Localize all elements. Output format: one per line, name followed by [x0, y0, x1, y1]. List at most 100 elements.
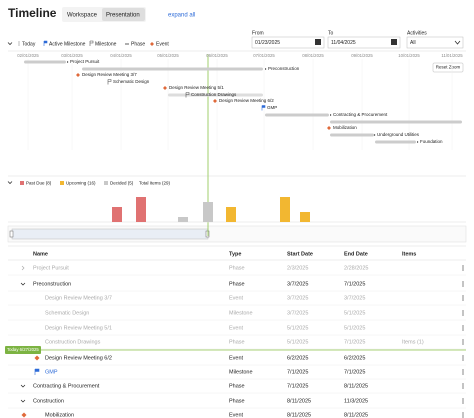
- row-menu-dot[interactable]: [462, 359, 464, 361]
- histogram-bar: [300, 212, 310, 222]
- event-marker: [34, 355, 40, 361]
- row-menu-dot[interactable]: [462, 412, 464, 414]
- row-menu-dot[interactable]: [462, 310, 464, 312]
- row-toggle[interactable]: [20, 282, 26, 286]
- row-menu-dot[interactable]: [462, 400, 464, 402]
- histogram-bar: [178, 217, 188, 222]
- legend-item: Event: [156, 41, 169, 47]
- row-menu-dot[interactable]: [462, 416, 464, 418]
- reset-zoom-button[interactable]: Reset Zoom: [436, 65, 461, 70]
- column-header: Type: [229, 251, 241, 257]
- legend-item: Active Milestone: [49, 41, 86, 47]
- row-menu-dot[interactable]: [462, 343, 464, 345]
- date-tick-label: 07/01/2025: [253, 53, 275, 58]
- phase-bar: [82, 67, 263, 71]
- event-marker: [213, 99, 217, 103]
- legend-swatch: [20, 181, 24, 185]
- row-menu-dot[interactable]: [462, 295, 464, 297]
- filter-label: To: [328, 30, 334, 36]
- row-menu-dot[interactable]: [462, 341, 464, 343]
- row-menu-dot[interactable]: [462, 371, 464, 373]
- row-cell: Event: [229, 325, 244, 331]
- gantt-label: Design Review Meeting 6/2: [219, 98, 274, 103]
- row-menu-dot[interactable]: [462, 297, 464, 299]
- row-name: Contracting & Procurement: [33, 383, 100, 389]
- date-input[interactable]: 01/23/2025: [255, 40, 280, 46]
- phase-bar: [265, 113, 329, 117]
- row-cell: 5/1/2025: [287, 325, 308, 331]
- event-marker: [76, 73, 80, 77]
- row-name: Design Review Meeting 5/1: [45, 325, 112, 331]
- row-menu-dot[interactable]: [462, 269, 464, 271]
- histogram-bar: [136, 197, 146, 222]
- row-cell: Event: [229, 412, 244, 418]
- row-menu-dot[interactable]: [462, 369, 464, 371]
- row-menu-dot[interactable]: [462, 327, 464, 329]
- select[interactable]: All: [410, 40, 416, 46]
- event-marker: [21, 412, 27, 418]
- legend-item: Phase: [131, 41, 145, 47]
- date-tick-label: 09/01/2025: [351, 53, 373, 58]
- row-menu-dot[interactable]: [462, 329, 464, 331]
- row-cell: Phase: [229, 383, 245, 389]
- row-menu-dot[interactable]: [462, 402, 464, 404]
- date-tick-label: 11/01/2025: [441, 53, 463, 58]
- row-cell: Event: [229, 295, 244, 301]
- row-cell: 6/2/2025: [344, 355, 365, 361]
- row-cell: 7/1/2025: [344, 339, 365, 345]
- row-cell: Phase: [229, 265, 245, 271]
- row-cell: 11/3/2025: [344, 398, 368, 404]
- row-menu-dot[interactable]: [462, 357, 464, 359]
- legend-swatch: [104, 181, 108, 185]
- row-menu-dot[interactable]: [462, 385, 464, 387]
- row-cell: Milestone: [229, 369, 253, 375]
- row-cell: Items (1): [402, 339, 424, 345]
- row-menu-dot[interactable]: [462, 325, 464, 327]
- expand-link[interactable]: expand all: [168, 13, 195, 19]
- row-menu-dot[interactable]: [462, 267, 464, 269]
- phase-bar: [330, 120, 462, 124]
- row-menu-dot[interactable]: [462, 339, 464, 341]
- row-menu-dot[interactable]: [462, 283, 464, 285]
- row-cell: Event: [229, 355, 244, 361]
- row-cell: 5/1/2025: [287, 339, 308, 345]
- gantt-label: Design Review Meeting 3/7: [82, 72, 137, 77]
- phase-bar: [24, 60, 66, 64]
- histogram-legend-item: Past Due (8): [26, 181, 52, 186]
- row-menu-dot[interactable]: [462, 314, 464, 316]
- date-tick-label: 06/01/2025: [206, 53, 228, 58]
- row-menu-dot[interactable]: [462, 373, 464, 375]
- row-cell: 8/11/2025: [287, 412, 311, 418]
- row-name: Schematic Design: [45, 310, 89, 316]
- row-menu-dot[interactable]: [462, 312, 464, 314]
- row-name: Mobilization: [45, 412, 74, 418]
- tab[interactable]: Presentation: [106, 13, 140, 19]
- row-menu-dot[interactable]: [462, 387, 464, 389]
- event-marker: [163, 86, 167, 90]
- histogram-bar: [280, 197, 290, 222]
- row-menu-dot[interactable]: [462, 285, 464, 287]
- row-toggle[interactable]: [20, 399, 26, 403]
- row-menu-dot[interactable]: [462, 398, 464, 400]
- tab[interactable]: Workspace: [67, 13, 98, 19]
- row-menu-dot[interactable]: [462, 383, 464, 385]
- row-cell: 3/7/2025: [287, 295, 308, 301]
- row-menu-dot[interactable]: [462, 281, 464, 283]
- legend-item: Today: [22, 41, 36, 47]
- milestone-flag: [107, 79, 112, 85]
- row-menu-dot[interactable]: [462, 265, 464, 267]
- row-toggle[interactable]: [20, 384, 26, 388]
- date-input[interactable]: 11/04/2025: [331, 40, 356, 46]
- milestone-flag: [185, 92, 190, 98]
- phase-bar: [375, 140, 416, 144]
- row-toggle[interactable]: [21, 265, 25, 271]
- event-marker: [327, 126, 331, 130]
- gantt-label: Construction Drawings: [191, 92, 237, 97]
- gantt-label: Preconstruction: [268, 66, 300, 71]
- row-menu-dot[interactable]: [462, 355, 464, 357]
- gantt-label: GMP: [267, 105, 277, 110]
- phase-bar: [330, 133, 374, 137]
- row-menu-dot[interactable]: [462, 414, 464, 416]
- row-cell: 7/1/2025: [344, 369, 365, 375]
- row-menu-dot[interactable]: [462, 299, 464, 301]
